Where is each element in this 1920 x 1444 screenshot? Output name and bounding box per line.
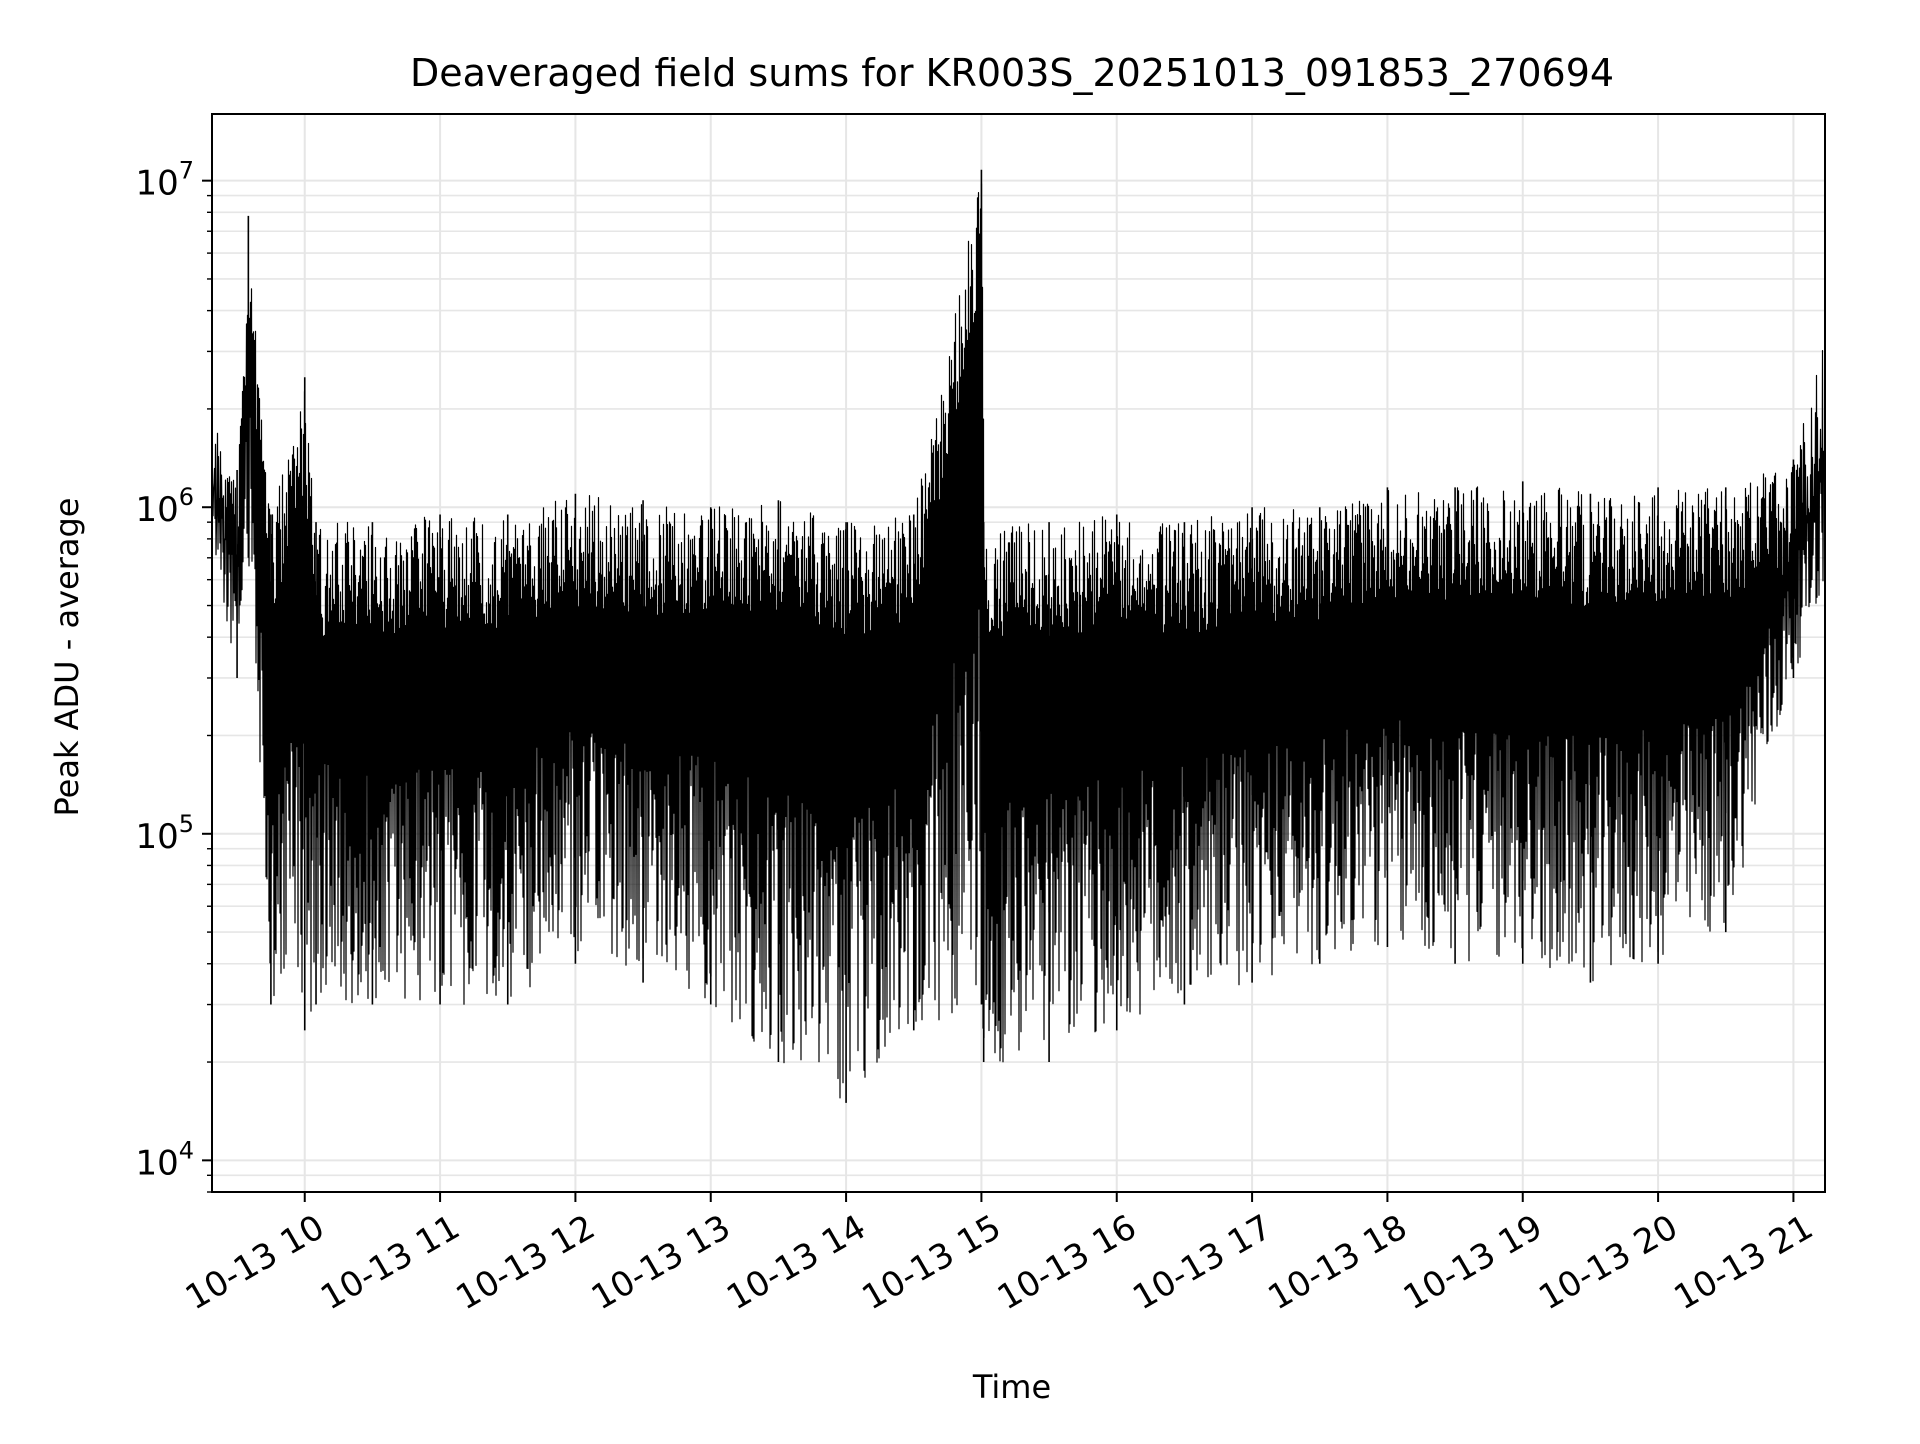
x-tick-label: 10-13 15 xyxy=(856,1207,1008,1318)
series-line xyxy=(212,183,1825,1099)
data-series xyxy=(211,169,1826,1103)
y-ticks: 104 105 106 107 xyxy=(135,157,212,1193)
x-tick-label: 10-13 21 xyxy=(1668,1207,1820,1318)
y-tick-label: 106 xyxy=(135,483,194,530)
x-tick-label: 10-13 18 xyxy=(1262,1207,1414,1318)
x-tick-label: 10-13 10 xyxy=(179,1207,331,1318)
x-tick-label: 10-13 19 xyxy=(1397,1207,1549,1318)
y-tick-label: 107 xyxy=(135,157,194,204)
chart-title: Deaveraged field sums for KR003S_2025101… xyxy=(410,51,1614,95)
x-tick-label: 10-13 13 xyxy=(585,1207,737,1318)
x-tick-label: 10-13 16 xyxy=(991,1207,1143,1318)
y-tick-label: 104 xyxy=(135,1136,194,1183)
y-axis-label: Peak ADU - average xyxy=(48,498,86,817)
plot-frame xyxy=(211,113,1826,1193)
x-tick-label: 10-13 12 xyxy=(450,1207,602,1318)
x-axis-label: Time xyxy=(972,1368,1051,1406)
x-tick-label: 10-13 17 xyxy=(1126,1207,1278,1318)
x-tick-label: 10-13 14 xyxy=(720,1207,872,1318)
x-tick-label: 10-13 20 xyxy=(1532,1207,1684,1318)
x-tick-label: 10-13 11 xyxy=(314,1207,466,1318)
y-tick-label: 105 xyxy=(135,810,194,857)
